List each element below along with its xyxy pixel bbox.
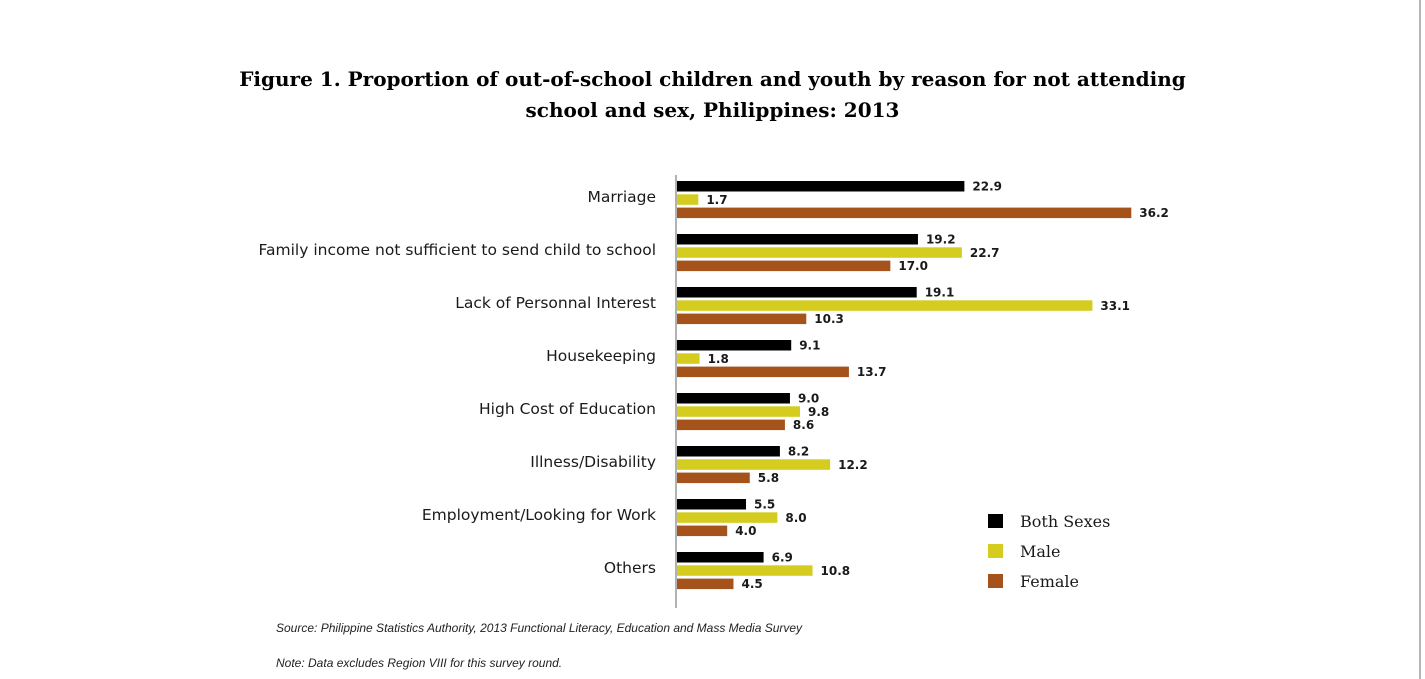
legend-item-male: Male bbox=[988, 536, 1110, 566]
data-label-both-sexes-marriage: 22.9 bbox=[972, 180, 1002, 194]
bar-female-marriage bbox=[677, 207, 1132, 219]
data-label-both-sexes-housekeeping: 9.1 bbox=[799, 339, 820, 353]
data-label-female-marriage: 36.2 bbox=[1139, 206, 1169, 220]
bar-male-marriage bbox=[677, 194, 699, 205]
data-label-female-housekeeping: 13.7 bbox=[857, 365, 887, 379]
chart-legend: Both Sexes Male Female bbox=[988, 506, 1110, 596]
category-label-others: Others bbox=[604, 559, 656, 577]
category-label-illness-disability: Illness/Disability bbox=[530, 453, 656, 471]
legend-swatch-female bbox=[988, 574, 1003, 588]
bar-both-sexes-marriage bbox=[677, 181, 965, 192]
bar-female-housekeeping bbox=[677, 366, 849, 378]
bar-female-illness-disability bbox=[677, 472, 750, 484]
bar-female-lack-of-personnal-interest bbox=[677, 313, 807, 325]
bar-male-housekeeping bbox=[677, 353, 700, 364]
data-label-both-sexes-family-income-not-sufficient-to-send-child-to-school: 19.2 bbox=[926, 233, 956, 247]
bar-both-sexes-lack-of-personnal-interest bbox=[677, 287, 917, 298]
chart-title-line-2: school and sex, Philippines: 2013 bbox=[525, 98, 900, 122]
data-label-male-housekeeping: 1.8 bbox=[708, 352, 729, 366]
data-label-male-marriage: 1.7 bbox=[706, 193, 727, 207]
chart-title: Figure 1. Proportion of out-of-school ch… bbox=[0, 64, 1425, 126]
legend-label-both-sexes: Both Sexes bbox=[1020, 511, 1111, 531]
data-label-male-family-income-not-sufficient-to-send-child-to-school: 22.7 bbox=[970, 246, 1000, 260]
legend-label-male: Male bbox=[1020, 541, 1061, 561]
category-label-lack-of-personnal-interest: Lack of Personnal Interest bbox=[455, 294, 656, 312]
source-note: Source: Philippine Statistics Authority,… bbox=[276, 621, 803, 635]
legend-swatch-male bbox=[988, 544, 1003, 558]
bar-male-employment-looking-for-work bbox=[677, 512, 778, 523]
data-label-male-employment-looking-for-work: 8.0 bbox=[785, 511, 806, 525]
bar-male-others bbox=[677, 565, 813, 576]
bar-female-high-cost-of-education bbox=[677, 419, 785, 431]
data-label-female-high-cost-of-education: 8.6 bbox=[793, 418, 814, 432]
bar-male-family-income-not-sufficient-to-send-child-to-school bbox=[677, 247, 962, 258]
legend-label-female: Female bbox=[1020, 571, 1079, 591]
bar-both-sexes-high-cost-of-education bbox=[677, 393, 790, 404]
data-label-female-others: 4.5 bbox=[741, 577, 762, 591]
bar-both-sexes-others bbox=[677, 552, 764, 563]
data-label-both-sexes-high-cost-of-education: 9.0 bbox=[798, 392, 819, 406]
bar-both-sexes-family-income-not-sufficient-to-send-child-to-school bbox=[677, 234, 918, 245]
bar-both-sexes-employment-looking-for-work bbox=[677, 499, 747, 510]
data-label-female-illness-disability: 5.8 bbox=[758, 471, 779, 485]
bar-female-employment-looking-for-work bbox=[677, 525, 728, 537]
data-label-female-lack-of-personnal-interest: 10.3 bbox=[814, 312, 844, 326]
data-label-male-others: 10.8 bbox=[821, 564, 851, 578]
bar-female-family-income-not-sufficient-to-send-child-to-school bbox=[677, 260, 891, 272]
data-label-female-family-income-not-sufficient-to-send-child-to-school: 17.0 bbox=[898, 259, 928, 273]
data-label-both-sexes-others: 6.9 bbox=[772, 551, 793, 565]
category-label-employment-looking-for-work: Employment/Looking for Work bbox=[422, 506, 656, 524]
data-label-male-illness-disability: 12.2 bbox=[838, 458, 868, 472]
bar-both-sexes-illness-disability bbox=[677, 446, 780, 457]
data-label-male-high-cost-of-education: 9.8 bbox=[808, 405, 829, 419]
legend-swatch-both-sexes bbox=[988, 514, 1003, 528]
category-label-high-cost-of-education: High Cost of Education bbox=[479, 400, 656, 418]
legend-item-female: Female bbox=[988, 566, 1110, 596]
data-label-female-employment-looking-for-work: 4.0 bbox=[735, 524, 756, 538]
chart-title-line-1: Figure 1. Proportion of out-of-school ch… bbox=[239, 67, 1186, 91]
bar-male-high-cost-of-education bbox=[677, 406, 800, 417]
legend-item-both-sexes: Both Sexes bbox=[988, 506, 1110, 536]
category-label-family-income-not-sufficient-to-send-child-to-school: Family income not sufficient to send chi… bbox=[259, 241, 656, 259]
bar-male-lack-of-personnal-interest bbox=[677, 300, 1093, 311]
category-label-housekeeping: Housekeeping bbox=[546, 347, 656, 365]
data-label-both-sexes-employment-looking-for-work: 5.5 bbox=[754, 498, 775, 512]
category-label-marriage: Marriage bbox=[587, 188, 656, 206]
data-label-both-sexes-illness-disability: 8.2 bbox=[788, 445, 809, 459]
data-label-both-sexes-lack-of-personnal-interest: 19.1 bbox=[925, 286, 955, 300]
bar-female-others bbox=[677, 578, 734, 590]
bar-both-sexes-housekeeping bbox=[677, 340, 792, 351]
bar-male-illness-disability bbox=[677, 459, 831, 470]
data-note: Note: Data excludes Region VIII for this… bbox=[276, 656, 563, 670]
data-label-male-lack-of-personnal-interest: 33.1 bbox=[1100, 299, 1130, 313]
page-border bbox=[1419, 0, 1421, 679]
